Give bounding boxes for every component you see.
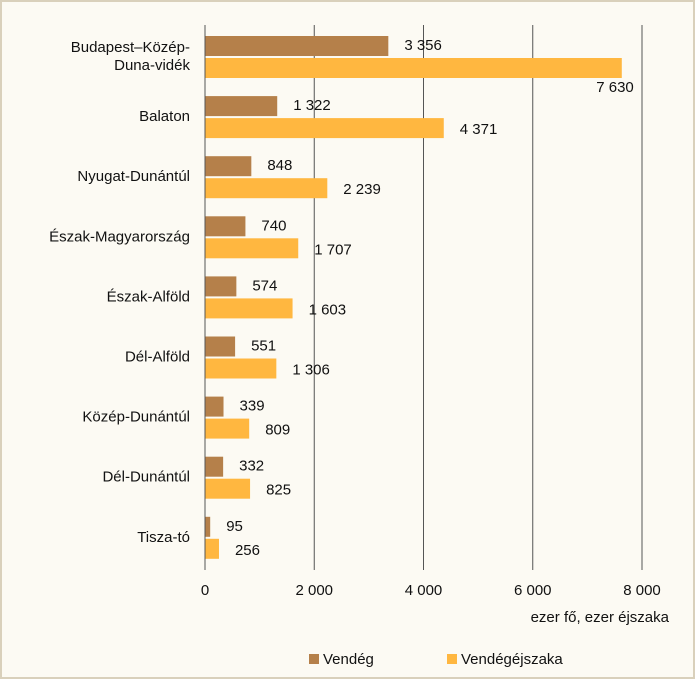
data-label: 256 (235, 542, 260, 559)
x-tick-label: 4 000 (405, 582, 443, 599)
x-tick-label: 0 (201, 582, 209, 599)
y-tick-label: Dél-Alföld (125, 348, 190, 365)
data-label: 1 306 (292, 361, 330, 378)
bar (205, 418, 250, 439)
bar (205, 238, 299, 259)
x-tick-label: 6 000 (514, 582, 552, 599)
data-label: 825 (266, 482, 291, 499)
legend-label: Vendégéjszaka (461, 651, 563, 668)
bar (205, 538, 219, 559)
data-label: 1 707 (314, 241, 352, 258)
bar (205, 216, 246, 237)
bar (205, 358, 277, 379)
bar (205, 396, 224, 417)
y-tick-label: Tisza-tó (137, 529, 190, 546)
bar (205, 58, 622, 78)
legend-swatch (309, 654, 319, 664)
data-label: 7 630 (596, 79, 634, 96)
legend-swatch (447, 654, 457, 664)
data-label: 2 239 (343, 181, 381, 198)
bar (205, 276, 237, 297)
y-tick-label: Észak-Magyarország (49, 228, 190, 245)
data-label: 1 603 (309, 301, 347, 318)
data-label: 1 322 (293, 97, 331, 114)
data-label: 339 (240, 398, 265, 415)
bar (205, 96, 278, 117)
data-label: 848 (267, 157, 292, 174)
bar (205, 156, 252, 177)
y-tick-label: Budapest–Közép-Duna-vidék (71, 39, 191, 74)
bar (205, 36, 389, 56)
bar (205, 178, 328, 199)
x-tick-label: 2 000 (295, 582, 333, 599)
y-tick-label: Észak-Alföld (107, 288, 190, 305)
y-tick-label: Dél-Dunántúl (102, 469, 190, 486)
data-label: 551 (251, 337, 276, 354)
x-axis-label: ezer fő, ezer éjszaka (531, 609, 670, 626)
data-label: 3 356 (404, 37, 442, 54)
bar (205, 336, 236, 357)
y-tick-label: Balaton (139, 108, 190, 125)
data-label: 740 (261, 217, 286, 234)
data-label: 4 371 (460, 121, 498, 138)
data-label: 95 (226, 518, 243, 535)
data-label: 574 (252, 277, 277, 294)
bar (205, 516, 211, 537)
y-tick-label: Közép-Dunántúl (82, 409, 190, 426)
bar (205, 478, 251, 499)
bar (205, 298, 293, 319)
bar (205, 118, 444, 139)
x-tick-label: 8 000 (623, 582, 661, 599)
legend-label: Vendég (323, 651, 374, 668)
y-tick-label: Nyugat-Dunántúl (77, 168, 190, 185)
data-label: 332 (239, 458, 264, 475)
data-label: 809 (265, 422, 290, 439)
bar (205, 456, 224, 477)
